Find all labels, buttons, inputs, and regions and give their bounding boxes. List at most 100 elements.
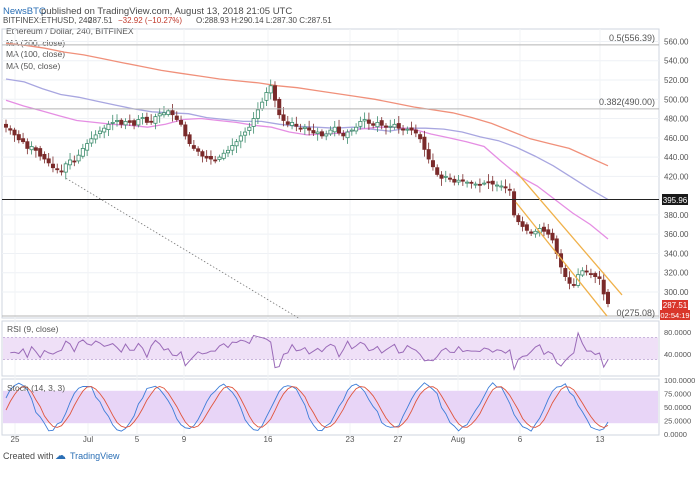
- y-tick-label: 340.00: [664, 249, 689, 258]
- candle-body: [490, 180, 495, 185]
- candle-body: [298, 127, 303, 130]
- x-tick-label: 23: [346, 435, 355, 444]
- candle-body: [191, 145, 196, 149]
- candle-body: [196, 148, 201, 152]
- fib-0-label: 0(275.08): [616, 308, 655, 318]
- price-pane: [1, 28, 660, 319]
- rsi-indicator: 80.0000 40.0000: [3, 328, 691, 372]
- time-axis: 25 Jul 5 9 16 23 27 Aug 6 13: [11, 435, 605, 444]
- candle-body: [161, 112, 166, 116]
- y-tick-label: 320.00: [664, 269, 689, 278]
- candle-body: [102, 127, 107, 133]
- ma50-line: [5, 99, 609, 240]
- created-with-label: Created with: [3, 451, 54, 461]
- candle-body: [315, 131, 320, 135]
- candles: [4, 79, 611, 308]
- candle-body: [174, 115, 179, 120]
- last-tag-bg: [662, 300, 688, 310]
- fib-0382-label: 0.382(490.00): [599, 97, 655, 107]
- candle-body: [50, 163, 55, 169]
- candle-body: [179, 119, 184, 125]
- candle-body: [456, 179, 461, 183]
- candle-body: [486, 181, 491, 184]
- candle-body: [127, 120, 132, 123]
- candle-body: [409, 127, 414, 131]
- candle-body: [55, 168, 60, 171]
- stoch-k-line: [5, 382, 609, 432]
- candle-body: [311, 130, 316, 134]
- candle-body: [132, 120, 137, 126]
- candle-body: [606, 291, 611, 304]
- candle-body: [243, 131, 248, 136]
- channel-upper: [515, 171, 623, 296]
- stoch-label: Stoch (14, 3, 3): [7, 383, 65, 393]
- y-tick-label: 420.00: [664, 172, 689, 181]
- stoch-tick-label: 75.0000: [664, 390, 691, 399]
- stoch-pane: [1, 378, 660, 436]
- candle-body: [332, 126, 337, 133]
- candle-body: [264, 92, 269, 101]
- candle-body: [290, 122, 295, 126]
- candle-body: [281, 114, 286, 121]
- candle-body: [571, 284, 576, 286]
- x-tick-label: 16: [264, 435, 273, 444]
- candle-body: [38, 148, 43, 157]
- candle-body: [21, 138, 26, 143]
- candle-body: [503, 186, 508, 189]
- candle-body: [8, 128, 13, 131]
- stoch-tick-label: 100.0000: [664, 376, 695, 385]
- rsi-label: RSI (9, close): [7, 324, 59, 334]
- candle-body: [25, 141, 30, 149]
- candle-body: [401, 128, 406, 131]
- candle-body: [106, 123, 111, 131]
- price-change: −32.92 (−10.27%): [118, 16, 183, 25]
- stoch-d-line: [5, 386, 609, 428]
- candle-body: [388, 125, 393, 128]
- source-label: NewsBTC: [3, 6, 46, 17]
- candle-body: [277, 98, 282, 116]
- candle-body: [435, 167, 440, 175]
- candle-body: [494, 184, 499, 187]
- candle-body: [439, 174, 444, 179]
- candle-body: [349, 129, 354, 132]
- channel-lower: [515, 201, 608, 317]
- candle-body: [260, 101, 265, 110]
- candle-body: [366, 119, 371, 124]
- price-grid: [2, 29, 659, 435]
- candle-body: [187, 134, 192, 145]
- candle-body: [379, 120, 384, 126]
- candle-body: [238, 135, 243, 142]
- candle-body: [72, 160, 77, 163]
- y-tick-label: 460.00: [664, 134, 689, 143]
- candle-body: [46, 158, 51, 164]
- candle-body: [392, 123, 397, 128]
- candle-body: [234, 141, 239, 147]
- candle-body: [119, 119, 124, 125]
- candle-body: [226, 149, 231, 154]
- candle-body: [110, 122, 115, 124]
- candle-body: [588, 273, 593, 275]
- candle-body: [166, 110, 171, 115]
- candle-body: [16, 134, 21, 141]
- last-price-tag: 287.51: [663, 301, 688, 310]
- countdown-tag-bg: [660, 310, 690, 320]
- trend-line: [65, 177, 301, 320]
- candle-body: [157, 113, 162, 117]
- rsi-line: [10, 331, 609, 372]
- candle-body: [477, 183, 482, 186]
- ticker-label: BITFINEX:ETHUSD, 240: [3, 16, 92, 25]
- stoch-indicator: 100.0000 75.0000 50.0000 25.0000 0.0000: [3, 376, 695, 439]
- footer: Created with ☁ TradingView: [0, 446, 696, 493]
- x-tick-label: 5: [135, 435, 140, 444]
- legend-ma50: MA (50, close): [6, 60, 61, 71]
- candle-body: [33, 147, 38, 151]
- candle-body: [597, 276, 602, 279]
- candle-body: [200, 151, 205, 157]
- candle-body: [170, 110, 175, 116]
- candle-body: [580, 270, 585, 276]
- candle-body: [601, 279, 606, 295]
- candle-body: [362, 119, 367, 122]
- candle-body: [144, 116, 149, 123]
- candle-body: [247, 126, 252, 131]
